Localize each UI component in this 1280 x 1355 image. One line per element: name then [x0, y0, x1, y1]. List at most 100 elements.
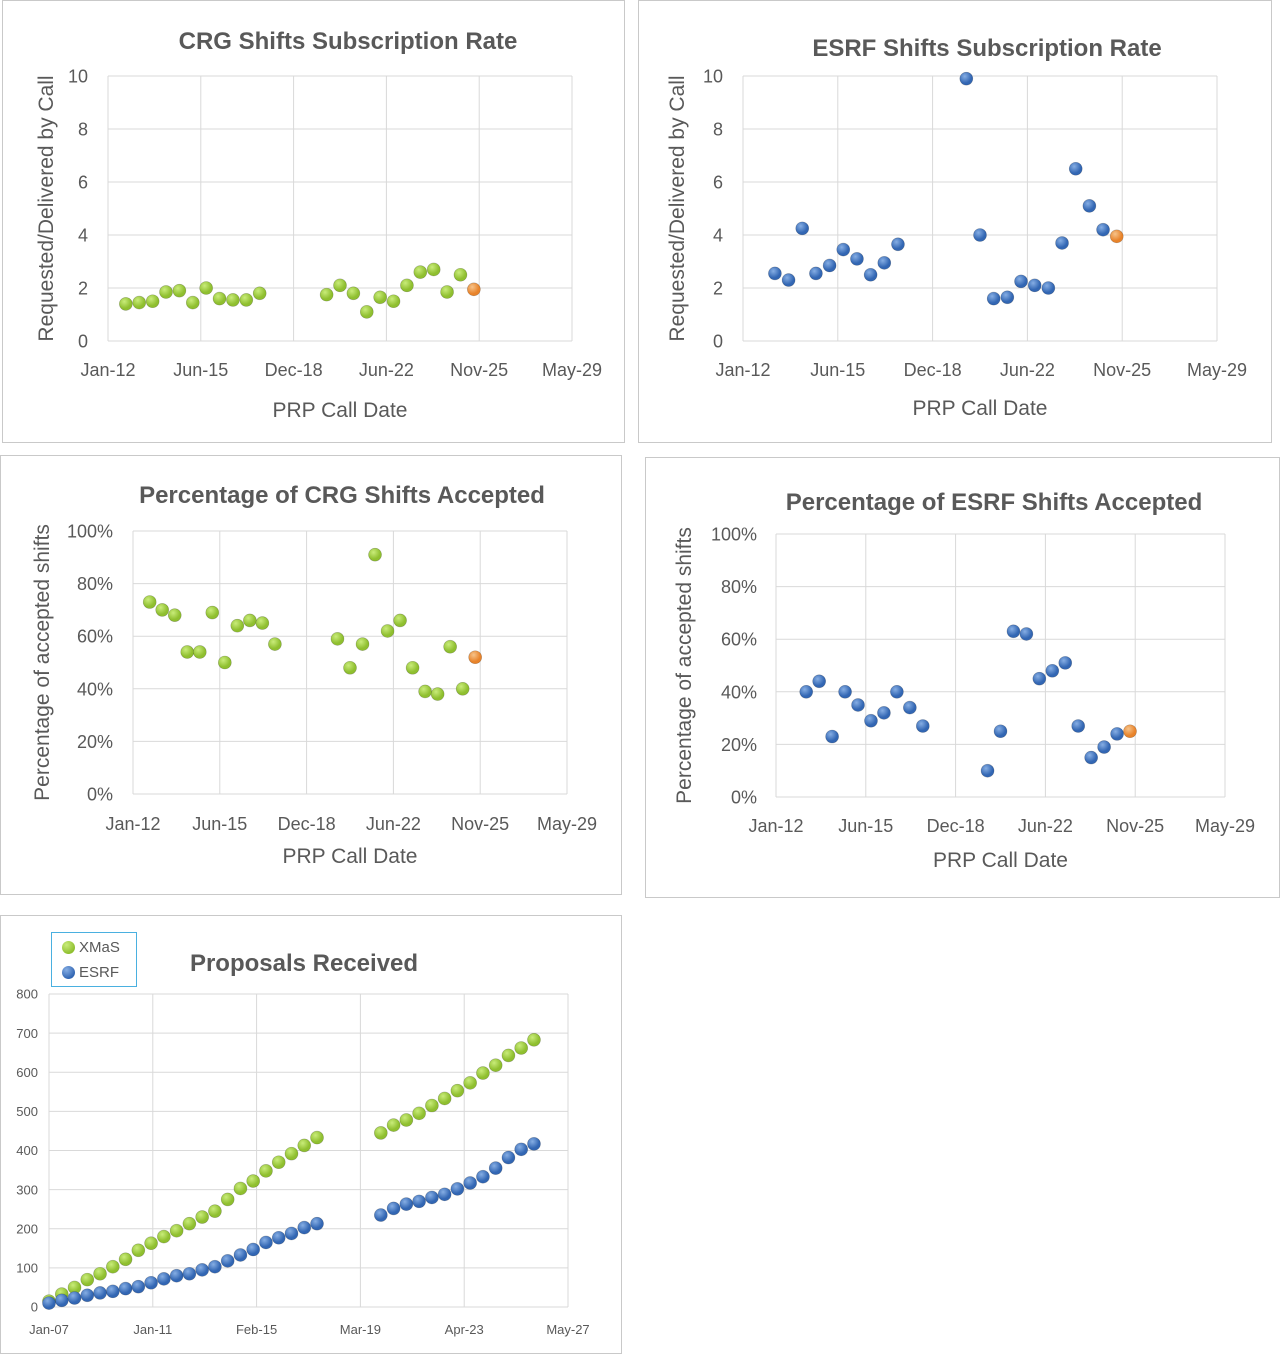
- data-point: [973, 228, 987, 242]
- data-point: [1097, 740, 1111, 754]
- data-point: [836, 242, 851, 257]
- chart-legend: XMaS ESRF: [51, 932, 137, 987]
- data-point-xmas: [399, 1113, 414, 1127]
- data-point-xmas: [297, 1138, 312, 1153]
- esrf-percentage-chart: 0% 20% 40% 60% 80% 100% Jan-12 Jun-15 Dec-18 Jun-…: [673, 489, 1255, 872]
- data-point: [864, 713, 878, 728]
- data-point: [799, 685, 814, 699]
- data-point: [368, 547, 382, 562]
- data-point-xmas: [259, 1164, 273, 1178]
- x-tick-label: Dec-18: [904, 360, 962, 380]
- data-point-xmas: [93, 1266, 107, 1281]
- data-point-esrf: [310, 1216, 324, 1231]
- esrf-subscription-chart: 0 2 4 6 8 10 Jan-12 Jun-15 Dec-18 Jun-22 Nov-25 May…: [666, 35, 1247, 420]
- data-point-xmas: [374, 1126, 388, 1140]
- data-point-xmas: [271, 1155, 286, 1170]
- data-point-xmas: [527, 1032, 541, 1047]
- data-point-xmas: [412, 1106, 426, 1121]
- data-point-esrf: [80, 1288, 95, 1303]
- data-point-esrf: [220, 1254, 235, 1268]
- data-point-esrf: [399, 1197, 414, 1211]
- x-tick-label: Jun-15: [838, 816, 893, 836]
- data-point-xmas: [169, 1223, 184, 1238]
- data-point-esrf: [297, 1220, 312, 1235]
- y-tick-label: 600: [16, 1065, 38, 1080]
- data-point-xmas: [131, 1243, 146, 1258]
- y-tick-label: 500: [16, 1104, 38, 1119]
- y-tick-label: 6: [713, 172, 723, 192]
- chart-panel-esrf-subscription: 0 2 4 6 8 10 Jan-12 Jun-15 Dec-18 Jun-22 Nov-25 May…: [638, 0, 1272, 443]
- data-point: [825, 729, 839, 744]
- x-tick-label: Jun-15: [192, 814, 247, 834]
- legend-label-esrf: ESRF: [79, 964, 120, 981]
- data-point: [1082, 199, 1097, 213]
- data-point-esrf: [501, 1150, 516, 1165]
- data-point: [812, 674, 826, 689]
- data-point-esrf: [437, 1187, 452, 1202]
- x-tick-label: Nov-25: [1093, 360, 1151, 380]
- y-tick-label: 20%: [77, 732, 113, 752]
- x-tick-label: Jun-15: [173, 360, 228, 380]
- legend-item-xmas: XMaS: [52, 935, 136, 960]
- data-point: [1110, 727, 1124, 741]
- data-point-esrf: [93, 1286, 107, 1300]
- data-point: [1045, 663, 1060, 678]
- data-point: [192, 645, 207, 659]
- data-point: [355, 637, 370, 651]
- y-axis-label: Percentage of accepted shifts: [673, 527, 696, 804]
- chart-panel-esrf-percentage: 0% 20% 40% 60% 80% 100% Jan-12 Jun-15 Dec-18 Jun-…: [645, 457, 1280, 898]
- data-point-latest: [468, 650, 482, 665]
- x-axis-label: PRP Call Date: [272, 399, 407, 422]
- data-point: [781, 273, 796, 287]
- legend-item-esrf: ESRF: [52, 960, 136, 985]
- proposals-chart: 0 100 200 300 400 500 600 700 800 Jan-07 Jan-11 Feb…: [16, 950, 589, 1337]
- data-point-xmas: [157, 1229, 171, 1244]
- chart-title: Percentage of ESRF Shifts Accepted: [786, 489, 1203, 516]
- data-point-esrf: [284, 1226, 299, 1241]
- data-point: [159, 285, 173, 299]
- data-point: [212, 291, 227, 306]
- data-point: [205, 605, 220, 620]
- x-tick-label: Dec-18: [265, 360, 323, 380]
- chart-title: Percentage of CRG Shifts Accepted: [139, 482, 545, 509]
- y-tick-label: 700: [16, 1026, 38, 1041]
- y-axis-label: Requested/Delivered by Call: [35, 75, 58, 341]
- data-point: [1032, 671, 1047, 686]
- data-point: [1084, 750, 1098, 765]
- y-tick-label: 4: [78, 225, 88, 245]
- legend-marker-xmas: [62, 941, 75, 954]
- data-point-esrf: [144, 1275, 158, 1290]
- y-tick-label: 2: [78, 278, 88, 298]
- x-tick-label: Jun-15: [810, 360, 865, 380]
- data-point-xmas: [118, 1252, 133, 1267]
- data-point: [226, 293, 240, 307]
- x-tick-label: Dec-18: [278, 814, 336, 834]
- x-tick-label: Jan-11: [133, 1322, 172, 1337]
- data-point-esrf: [259, 1235, 273, 1250]
- data-point-latest: [1109, 229, 1124, 244]
- x-tick-label: Jun-22: [1018, 816, 1073, 836]
- y-axis-label: Percentage of accepted shifts: [31, 524, 54, 801]
- y-tick-label: 400: [16, 1143, 38, 1158]
- data-point: [418, 684, 432, 699]
- data-point-xmas: [425, 1098, 439, 1113]
- legend-marker-esrf: [62, 966, 75, 979]
- data-point: [877, 256, 892, 270]
- data-point-esrf: [118, 1281, 133, 1296]
- y-tick-label: 8: [78, 119, 88, 139]
- data-point: [380, 624, 395, 638]
- x-tick-label: May-29: [542, 360, 602, 380]
- y-tick-label: 10: [68, 66, 88, 86]
- y-tick-label: 80%: [721, 577, 757, 597]
- data-point: [877, 706, 891, 720]
- x-tick-label: Jan-12: [80, 360, 135, 380]
- x-tick-label: Jun-22: [366, 814, 421, 834]
- data-point: [426, 262, 441, 277]
- data-point: [986, 291, 1001, 306]
- data-point: [386, 294, 401, 309]
- data-point-esrf: [450, 1182, 465, 1196]
- y-tick-label: 0: [78, 331, 88, 351]
- data-point: [167, 608, 182, 622]
- data-point-esrf: [169, 1268, 184, 1283]
- data-point: [330, 632, 345, 646]
